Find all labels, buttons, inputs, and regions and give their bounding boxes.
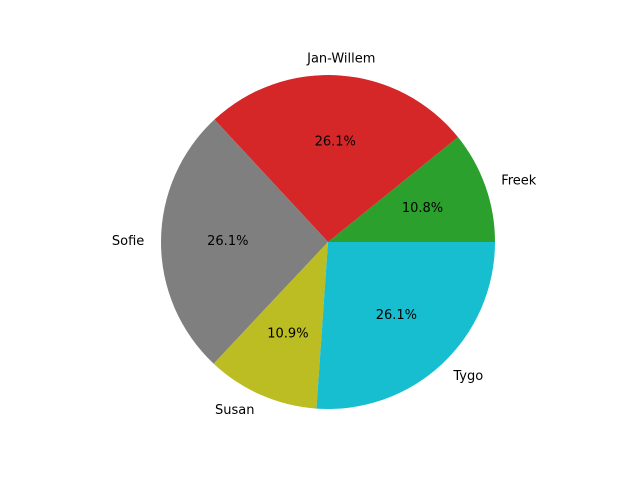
- pie-label-susan: Susan: [215, 403, 254, 418]
- pie-value-label-susan: 10.9%: [267, 326, 308, 341]
- pie-labels: Freek 10.8% Jan-Willem 26.1% Sofie 26.1% Susan…: [112, 51, 537, 418]
- pie-slice-tygo: [316, 242, 495, 409]
- pie-label-sofie: Sofie: [112, 234, 144, 249]
- pie-label-tygo: Tygo: [452, 369, 483, 384]
- pie-label-jan-willem: Jan-Willem: [306, 51, 375, 66]
- pie-label-freek: Freek: [501, 173, 537, 188]
- pie-value-label-freek: 10.8%: [402, 201, 443, 216]
- pie-value-label-tygo: 26.1%: [376, 308, 417, 323]
- pie-slice-jan-willem: [214, 75, 458, 243]
- pie-value-label-jan-willem: 26.1%: [315, 135, 356, 150]
- pie-slice-freek: [328, 137, 495, 242]
- pie-value-label-sofie: 26.1%: [207, 234, 248, 249]
- pie-slices: [161, 75, 495, 409]
- pie-slice-sofie: [161, 119, 328, 364]
- pie-slice-susan: [213, 242, 328, 409]
